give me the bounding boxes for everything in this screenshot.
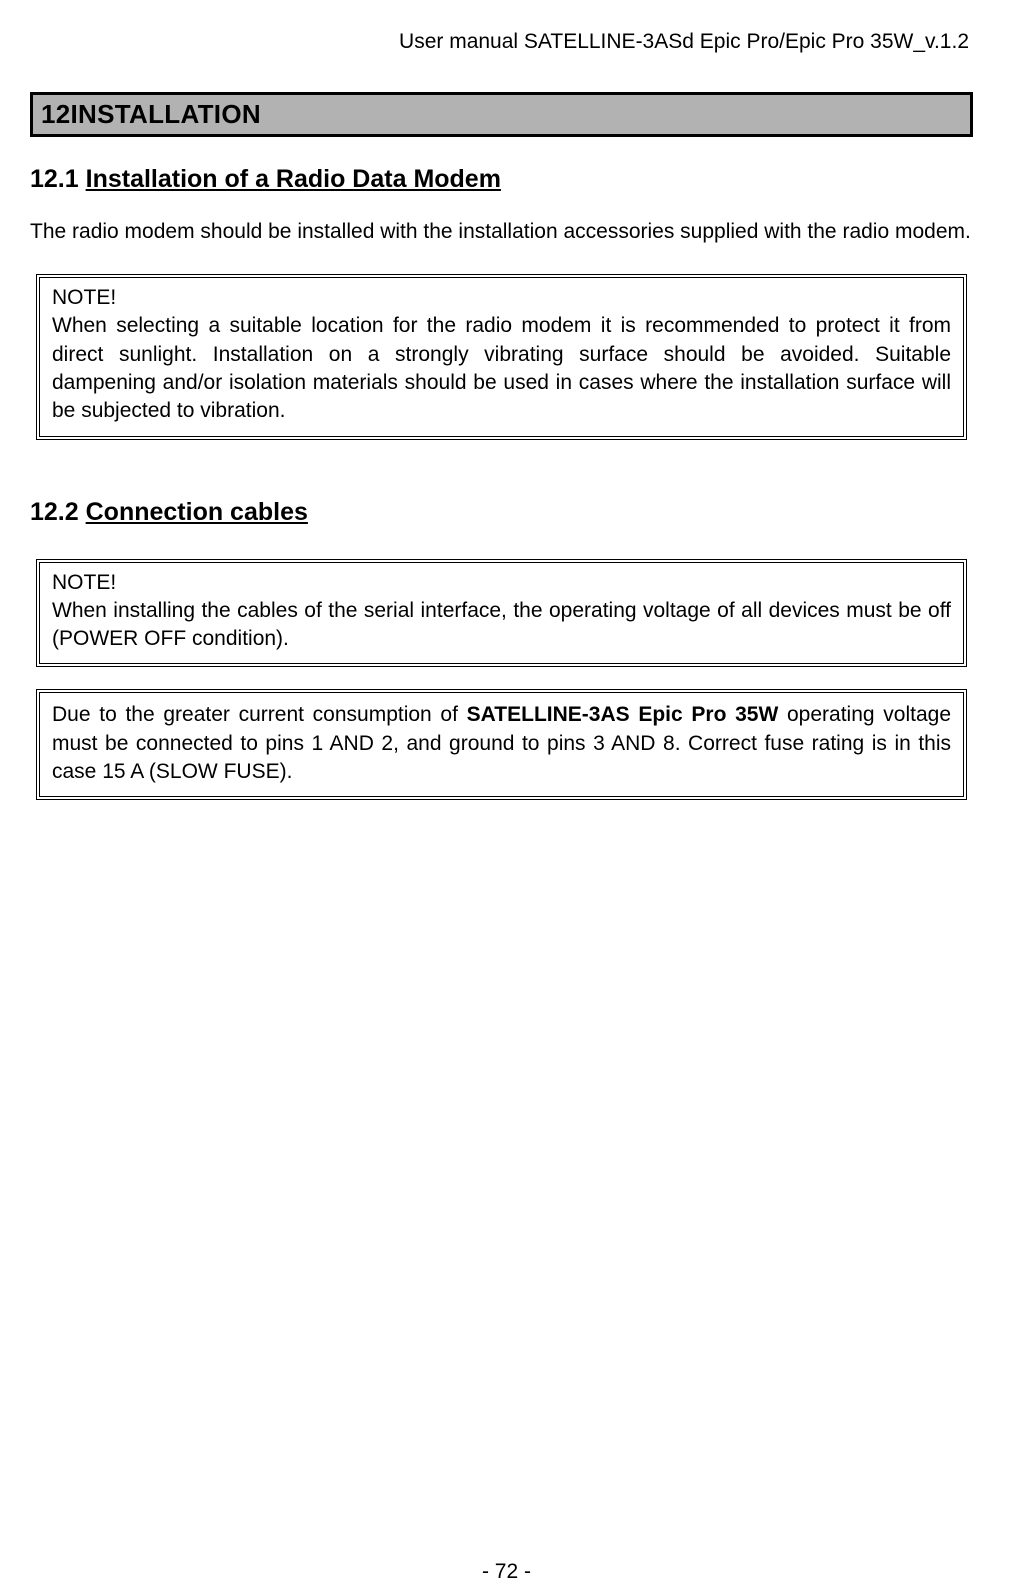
section-12-2-heading: 12.2 Connection cables <box>30 498 973 527</box>
note-3-body: Due to the greater current consumption o… <box>52 701 951 786</box>
note-3-pre: Due to the greater current consumption o… <box>52 703 467 726</box>
note-box-1: NOTE! When selecting a suitable location… <box>36 274 967 439</box>
running-header: User manual SATELLINE-3ASd Epic Pro/Epic… <box>30 30 973 54</box>
note-2-label: NOTE! <box>52 571 951 595</box>
chapter-title: INSTALLATION <box>71 99 261 129</box>
section-12-1-number: 12.1 <box>30 165 79 193</box>
section-12-2-title: Connection cables <box>86 498 308 526</box>
note-box-3: Due to the greater current consumption o… <box>36 689 967 800</box>
chapter-heading-box: 12INSTALLATION <box>30 92 973 137</box>
note-1-label: NOTE! <box>52 286 951 310</box>
section-12-2-number: 12.2 <box>30 498 79 526</box>
section-12-1-title: Installation of a Radio Data Modem <box>86 165 501 193</box>
section-12-1-heading: 12.1 Installation of a Radio Data Modem <box>30 165 973 194</box>
section-12-1-body: The radio modem should be installed with… <box>30 218 973 246</box>
chapter-number: 12 <box>41 99 71 129</box>
note-1-body: When selecting a suitable location for t… <box>52 312 951 425</box>
note-box-2: NOTE! When installing the cables of the … <box>36 559 967 668</box>
page: User manual SATELLINE-3ASd Epic Pro/Epic… <box>0 0 1013 1596</box>
note-2-body: When installing the cables of the serial… <box>52 597 951 654</box>
page-footer: - 72 - <box>0 1560 1013 1584</box>
note-3-bold: SATELLINE-3AS Epic Pro 35W <box>467 703 779 726</box>
